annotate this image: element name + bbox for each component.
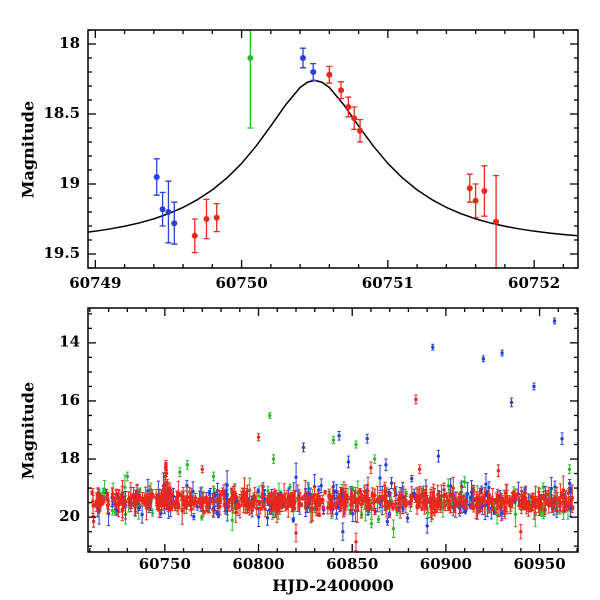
top-panel-canvas xyxy=(0,0,600,300)
top-y-axis-label: Magnitude xyxy=(18,100,38,199)
x-axis-label: HJD-2400000 xyxy=(272,576,394,595)
bottom-panel-canvas xyxy=(0,300,600,600)
bottom-y-axis-label: Magnitude xyxy=(18,381,38,480)
